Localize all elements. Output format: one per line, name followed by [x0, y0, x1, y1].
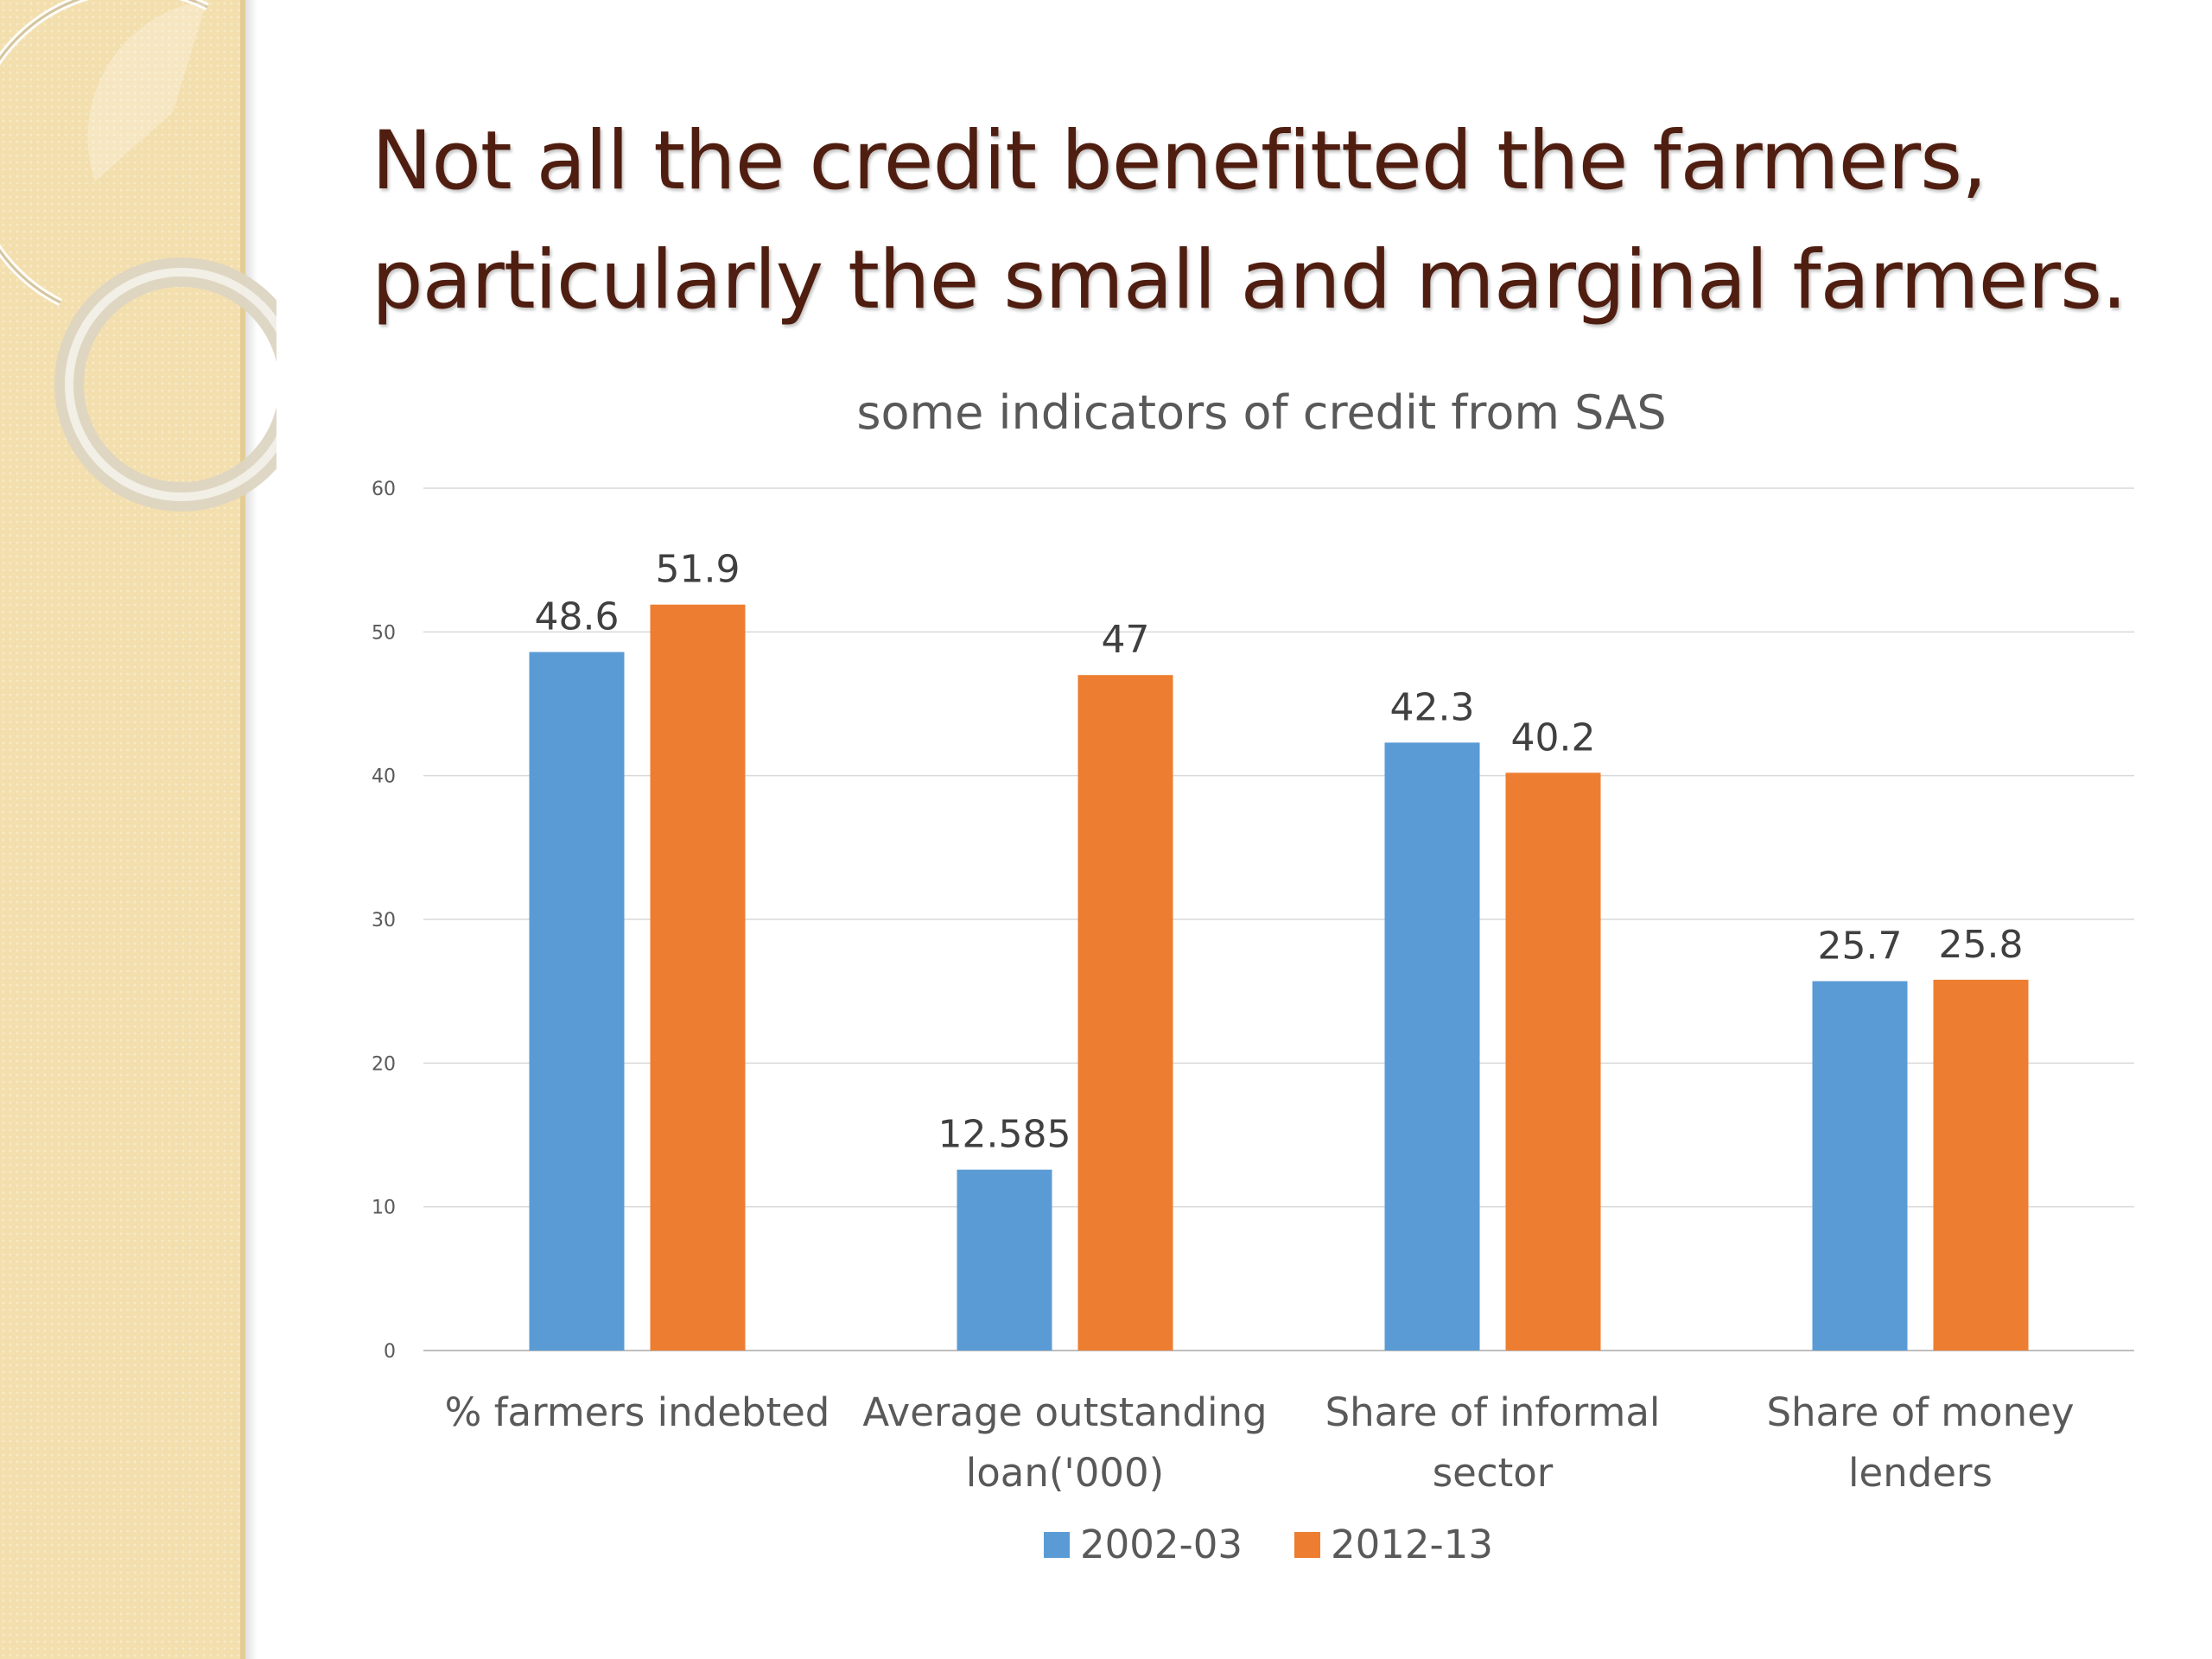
sidebar-shadow: [245, 0, 257, 1659]
y-tick-label: 30: [372, 910, 396, 931]
bar: [650, 604, 746, 1351]
y-tick-label: 60: [372, 479, 396, 500]
bar: [1933, 979, 2029, 1351]
bar: [1812, 981, 1908, 1351]
legend-label: 2012-13: [1331, 1522, 1493, 1567]
bar: [957, 1169, 1052, 1351]
bar: [1505, 772, 1601, 1351]
slide-title: Not all the credit benefitted the farmer…: [372, 102, 2143, 340]
data-label: 47: [1102, 618, 1150, 662]
category-label: lenders: [1848, 1450, 1993, 1496]
slide-title-line-1: Not all the credit benefitted the farmer…: [372, 114, 1987, 208]
category-label: Share of informal: [1325, 1389, 1661, 1435]
legend-label: 2002-03: [1080, 1522, 1243, 1567]
chart-title: some indicators of credit from SAS: [856, 385, 1666, 440]
y-tick-label: 20: [372, 1053, 396, 1075]
category-label: Average outstanding: [862, 1389, 1267, 1435]
bar: [1384, 742, 1480, 1351]
legend-swatch: [1294, 1532, 1320, 1558]
y-tick-label: 10: [372, 1198, 396, 1219]
decorative-rings: [0, 0, 276, 512]
data-label: 12.585: [938, 1113, 1071, 1157]
legend-swatch: [1044, 1532, 1070, 1558]
bar: [529, 652, 625, 1351]
bar: [1077, 675, 1173, 1351]
data-label: 51.9: [656, 548, 741, 592]
category-label: sector: [1433, 1450, 1554, 1496]
y-tick-label: 50: [372, 622, 396, 644]
y-tick-label: 40: [372, 766, 396, 788]
y-tick-label: 0: [384, 1341, 396, 1363]
slide-title-line-2: particularly the small and marginal farm…: [372, 233, 2127, 327]
data-label: 40.2: [1511, 715, 1596, 760]
data-label: 42.3: [1390, 685, 1475, 729]
data-label: 25.7: [1818, 925, 1903, 969]
data-label: 48.6: [535, 595, 620, 639]
data-label: 25.8: [1939, 923, 2024, 967]
category-label: Share of money: [1766, 1389, 2074, 1435]
category-label: loan('000): [966, 1450, 1165, 1496]
category-label: % farmers indebted: [445, 1389, 830, 1435]
